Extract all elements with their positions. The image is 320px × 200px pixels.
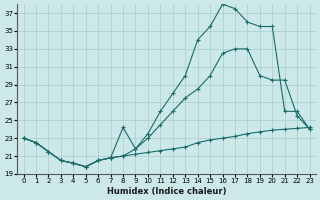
X-axis label: Humidex (Indice chaleur): Humidex (Indice chaleur) (107, 187, 226, 196)
